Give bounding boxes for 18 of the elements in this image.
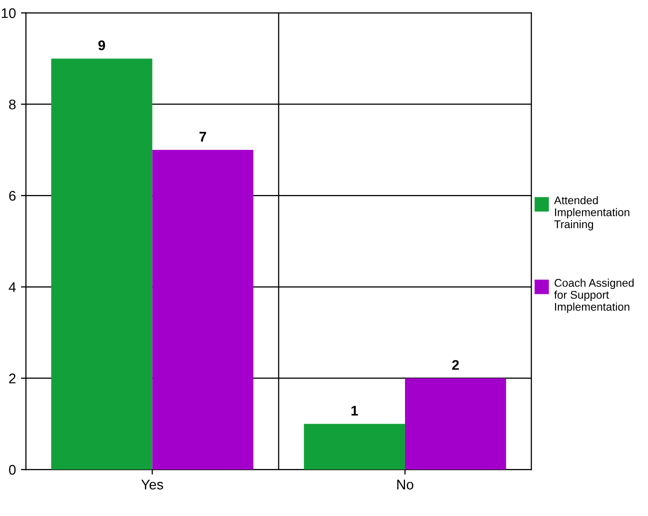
x-tick-label: Yes bbox=[141, 480, 164, 490]
y-tick-label: 10 bbox=[2, 8, 16, 18]
data-label: 2 bbox=[452, 360, 459, 370]
bar bbox=[405, 378, 506, 470]
bar bbox=[304, 424, 405, 470]
data-label: 9 bbox=[98, 40, 106, 50]
data-label: 1 bbox=[351, 406, 358, 416]
y-tick-label: 0 bbox=[9, 464, 16, 475]
y-tick-label: 6 bbox=[9, 190, 16, 201]
legend-label: Coach Assigned for Support Implementation bbox=[554, 278, 634, 313]
legend-label: Attended Implementation Training bbox=[554, 196, 630, 230]
y-tick-label: 8 bbox=[9, 100, 16, 110]
data-label: 7 bbox=[200, 132, 206, 142]
y-tick-label: 4 bbox=[8, 282, 16, 292]
y-tick-label: 2 bbox=[9, 374, 16, 384]
bar bbox=[51, 58, 152, 470]
bar bbox=[152, 150, 254, 470]
x-tick-label: No bbox=[397, 480, 414, 490]
